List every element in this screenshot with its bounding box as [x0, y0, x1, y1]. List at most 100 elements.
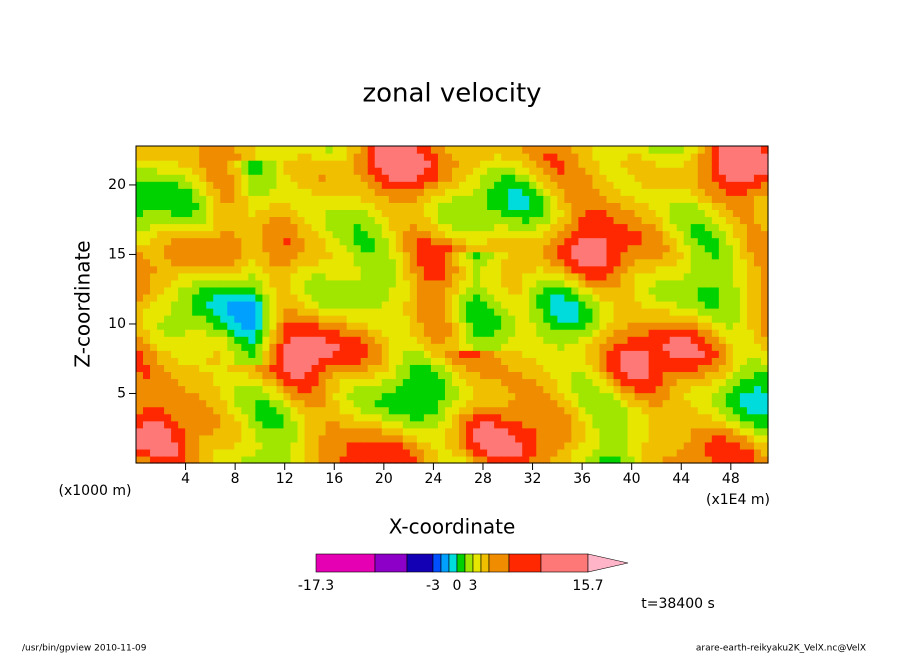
field-cell: [199, 265, 207, 274]
field-cell: [402, 174, 411, 182]
field-cell: [367, 371, 376, 380]
field-cell: [171, 315, 179, 323]
field-cell: [360, 399, 369, 408]
field-cell: [725, 448, 734, 457]
field-cell: [416, 272, 425, 281]
field-cell: [136, 258, 144, 267]
field-cell: [515, 286, 523, 295]
field-cell: [732, 167, 741, 175]
field-cell: [753, 357, 762, 365]
field-cell: [683, 237, 692, 246]
field-cell: [367, 216, 376, 225]
field-cell: [178, 350, 186, 358]
field-cell: [395, 209, 404, 218]
field-cell: [550, 272, 558, 281]
field-cell: [557, 413, 565, 422]
field-cell: [753, 181, 762, 189]
field-cell: [416, 265, 425, 274]
field-cell: [311, 300, 320, 309]
field-cell: [150, 420, 158, 429]
field-cell: [452, 279, 460, 288]
field-cell: [360, 265, 369, 274]
field-cell: [150, 188, 158, 196]
field-cell: [444, 378, 453, 387]
field-cell: [409, 223, 418, 232]
field-cell: [248, 293, 256, 302]
field-cell: [501, 371, 509, 380]
field-cell: [157, 392, 165, 401]
field-cell: [241, 434, 249, 443]
colorbar-segment: [440, 553, 450, 573]
x-unit-right: (x1E4 m): [706, 492, 770, 508]
field-cell: [690, 406, 699, 415]
field-cell: [501, 202, 509, 210]
field-cell: [262, 286, 271, 295]
field-cell: [346, 146, 355, 154]
field-cell: [423, 293, 432, 302]
field-cell: [353, 455, 362, 464]
field-cell: [360, 364, 369, 373]
field-cell: [332, 265, 341, 274]
field-cell: [578, 329, 587, 337]
field-cell: [613, 336, 622, 344]
field-cell: [136, 293, 144, 302]
field-cell: [746, 371, 755, 380]
field-cell: [178, 230, 186, 239]
field-cell: [178, 336, 186, 344]
field-cell: [662, 160, 671, 168]
field-cell: [732, 209, 741, 218]
field-cell: [199, 146, 207, 154]
field-cell: [473, 322, 481, 330]
field-cell: [332, 392, 341, 401]
field-cell: [501, 427, 509, 436]
field-cell: [416, 230, 425, 239]
field-cell: [444, 286, 453, 295]
field-cell: [480, 251, 488, 260]
field-cell: [346, 195, 355, 203]
field-cell: [494, 216, 502, 225]
field-cell: [206, 181, 214, 189]
field-cell: [732, 272, 741, 281]
field-cell: [255, 223, 263, 232]
field-cell: [606, 406, 615, 415]
field-cell: [283, 300, 292, 309]
field-cell: [522, 420, 530, 429]
field-cell: [262, 272, 271, 281]
field-cell: [157, 181, 165, 189]
field-cell: [529, 272, 537, 281]
field-cell: [487, 392, 495, 401]
field-cell: [360, 448, 369, 457]
field-cell: [550, 427, 558, 436]
field-cell: [262, 230, 271, 239]
field-cell: [746, 315, 755, 323]
field-cell: [459, 188, 467, 196]
field-cell: [318, 153, 327, 161]
field-cell: [318, 167, 327, 175]
field-cell: [262, 448, 271, 457]
field-cell: [571, 308, 579, 316]
field-cell: [697, 399, 706, 408]
field-cell: [164, 441, 172, 450]
field-cell: [297, 146, 306, 154]
field-cell: [543, 399, 551, 408]
field-cell: [641, 399, 650, 408]
field-cell: [662, 181, 671, 189]
field-cell: [676, 265, 685, 274]
field-cell: [325, 160, 334, 168]
field-cell: [381, 322, 390, 330]
field-cell: [746, 427, 755, 436]
field-cell: [592, 413, 601, 422]
field-cell: [297, 308, 306, 316]
field-cell: [269, 357, 278, 365]
field-cell: [508, 230, 516, 239]
field-cell: [444, 427, 453, 436]
field-cell: [515, 272, 523, 281]
field-cell: [627, 286, 636, 295]
field-cell: [508, 413, 516, 422]
field-cell: [437, 392, 446, 401]
field-cell: [620, 399, 629, 408]
field-cell: [550, 385, 558, 394]
field-cell: [388, 322, 397, 330]
field-cell: [634, 167, 643, 175]
field-cell: [444, 322, 453, 330]
